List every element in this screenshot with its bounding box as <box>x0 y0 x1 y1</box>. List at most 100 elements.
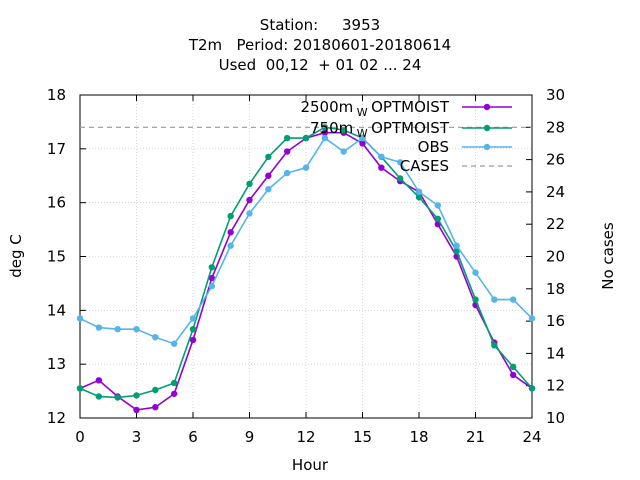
series-point-1 <box>170 379 178 387</box>
x-tick-label: 3 <box>132 428 142 446</box>
series-point-1 <box>265 153 272 161</box>
series-point-1 <box>491 342 498 349</box>
series-point-1 <box>453 247 460 255</box>
series-point-0 <box>227 229 234 236</box>
series-point-1 <box>95 393 103 400</box>
series-point-1 <box>528 385 536 392</box>
legend-marker-1 <box>483 124 491 132</box>
series-point-0 <box>378 164 385 171</box>
series-point-2 <box>434 202 442 209</box>
x-tick-label: 9 <box>245 428 255 446</box>
series-point-0 <box>246 196 253 204</box>
series-point-2 <box>208 282 216 290</box>
series-point-2 <box>114 325 121 333</box>
legend-label-2: OBS <box>418 138 449 156</box>
x-tick-label: 18 <box>409 428 428 446</box>
series-point-1 <box>283 134 291 142</box>
series-point-2 <box>189 315 197 322</box>
series-point-2 <box>95 324 103 331</box>
series-point-1 <box>509 363 517 371</box>
series-point-2 <box>283 169 291 177</box>
series-point-2 <box>528 315 536 322</box>
series-point-1 <box>76 385 84 392</box>
legend-marker-2 <box>483 143 491 151</box>
x-tick-label: 6 <box>188 428 198 446</box>
series-point-2 <box>509 296 517 303</box>
series-point-2 <box>76 315 84 322</box>
x-axis-title: Hour <box>291 456 329 474</box>
y2-tick-label: 20 <box>546 248 565 266</box>
series-point-2 <box>321 134 329 142</box>
series-point-1 <box>415 194 423 201</box>
series-point-2 <box>246 210 253 217</box>
series-point-1 <box>189 325 197 333</box>
series-point-0 <box>208 274 216 282</box>
series-point-0 <box>321 129 329 136</box>
series-point-2 <box>133 325 140 333</box>
y2-tick-label: 10 <box>546 409 565 427</box>
y2-tick-label: 26 <box>546 151 565 169</box>
chart-title-line-3: Used 00,12 + 01 02 ... 24 <box>218 56 422 74</box>
series-point-1 <box>152 386 159 394</box>
series-point-2 <box>265 186 272 193</box>
series-point-0 <box>133 406 140 414</box>
series-point-2 <box>396 159 404 166</box>
y-axis-title: deg C <box>7 234 25 278</box>
series-point-1 <box>208 264 216 271</box>
y-tick-label: 15 <box>47 248 66 266</box>
series-point-0 <box>265 172 272 179</box>
series-point-2 <box>472 269 479 276</box>
series-point-2 <box>453 242 460 249</box>
series-point-2 <box>227 242 234 249</box>
series-point-1 <box>227 212 234 220</box>
series-point-0 <box>95 377 103 384</box>
series-point-0 <box>189 336 197 344</box>
series-point-0 <box>170 390 178 397</box>
y2-tick-label: 16 <box>546 312 565 330</box>
x-tick-label: 0 <box>75 428 85 446</box>
series-point-1 <box>434 215 442 223</box>
y-tick-label: 14 <box>47 301 66 319</box>
series-point-2 <box>359 134 366 142</box>
legend-label-0: 2500m W OPTMOIST <box>300 98 449 119</box>
y-tick-label: 18 <box>47 86 66 104</box>
x-tick-label: 21 <box>466 428 485 446</box>
y2-tick-label: 30 <box>546 86 565 104</box>
series-point-0 <box>359 140 366 147</box>
y2-tick-label: 12 <box>546 377 565 395</box>
legend-marker-0 <box>483 103 491 111</box>
x-tick-label: 15 <box>353 428 372 446</box>
series-point-1 <box>302 134 310 142</box>
series-point-2 <box>415 188 423 196</box>
y-tick-label: 12 <box>47 409 66 427</box>
y-tick-label: 16 <box>47 194 66 212</box>
series-point-2 <box>491 296 498 303</box>
series-point-1 <box>114 394 121 401</box>
series-point-0 <box>152 404 159 411</box>
y-tick-label: 13 <box>47 355 66 373</box>
y2-axis-title: No cases <box>599 222 617 290</box>
series-point-0 <box>283 148 291 155</box>
y2-tick-label: 28 <box>546 118 565 136</box>
y-tick-label: 17 <box>47 140 66 158</box>
series-point-2 <box>302 164 310 171</box>
series-point-2 <box>170 340 178 347</box>
series-point-2 <box>340 148 347 155</box>
y2-tick-label: 14 <box>546 344 565 362</box>
series-point-0 <box>509 371 517 379</box>
chart-title-line-1: Station: 3953 <box>259 16 381 34</box>
y2-tick-label: 24 <box>546 183 565 201</box>
series-point-1 <box>340 126 347 134</box>
legend-label-1: 750m W OPTMOIST <box>310 119 450 140</box>
series-point-2 <box>378 153 385 161</box>
chart-title-line-2: T2m Period: 20180601-20180614 <box>188 36 452 54</box>
series-point-1 <box>246 180 253 188</box>
y2-tick-label: 18 <box>546 280 565 298</box>
series-point-1 <box>472 296 479 303</box>
series-point-1 <box>396 175 404 182</box>
series-point-2 <box>152 334 159 341</box>
y2-tick-label: 22 <box>546 215 565 233</box>
legend-label-3: CASES <box>400 157 449 175</box>
series-point-1 <box>133 392 140 399</box>
